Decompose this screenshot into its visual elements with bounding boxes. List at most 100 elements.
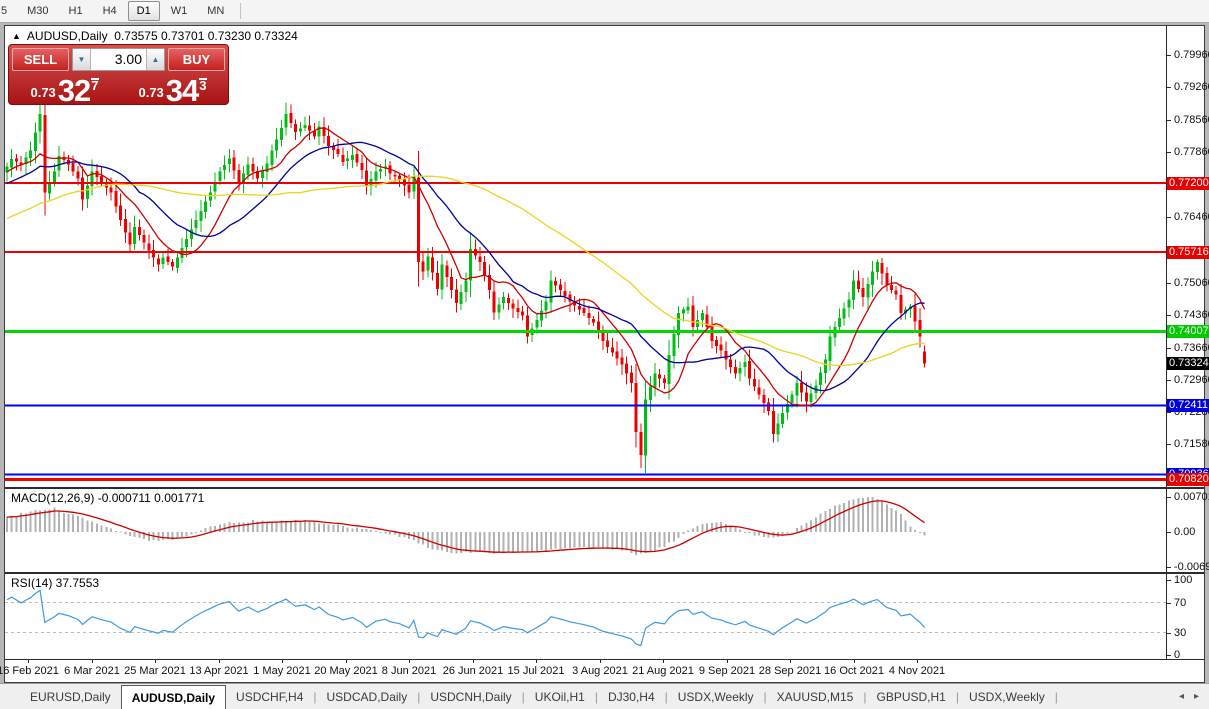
chart-tab-eurusd-daily[interactable]: EURUSD,Daily xyxy=(30,689,111,704)
one-click-trading-panel: SELL ▼ 3.00 ▲ BUY 0.73 32 7 0.73 34 3 xyxy=(8,44,229,108)
date-tick-label: 9 Sep 2021 xyxy=(698,665,756,677)
date-tick-label: 4 Nov 2021 xyxy=(888,665,946,677)
chart-tab-dj30-h4[interactable]: DJ30,H4 xyxy=(607,689,655,704)
date-tick-mark xyxy=(155,659,156,663)
macd-tick-mark xyxy=(1166,567,1171,568)
rsi-tick-label: 0 xyxy=(1174,649,1181,661)
chart-tab-usdchf-h4[interactable]: USDCHF,H4 xyxy=(236,689,304,704)
timeframe-button-5[interactable]: 5 xyxy=(1,5,8,17)
ask-price-prefix: 0.73 xyxy=(138,85,164,100)
rsi-tick-label: 70 xyxy=(1174,597,1187,609)
date-tick-mark xyxy=(600,659,601,663)
toolbar-separator xyxy=(240,3,242,19)
macd-tick-label: 0.00 xyxy=(1174,526,1196,538)
date-tick-mark xyxy=(282,659,283,663)
date-tick-mark xyxy=(409,659,410,663)
macd-tick-label: 0.007015 xyxy=(1174,491,1209,503)
bid-price-prefix: 0.73 xyxy=(30,85,56,100)
chart-tab-xauusd-m15[interactable]: XAUUSD,M15 xyxy=(776,689,854,704)
bid-price-pips: 32 xyxy=(57,73,91,108)
chart-tab-usdx-weekly[interactable]: USDX,Weekly xyxy=(677,689,754,704)
chart-tab-audusd-daily[interactable]: AUDUSD,Daily xyxy=(120,685,227,709)
timeframe-button-d1[interactable]: D1 xyxy=(127,1,160,21)
buy-button[interactable]: BUY xyxy=(168,48,225,71)
date-tick-label: 15 Jul 2021 xyxy=(507,665,565,677)
date-tick-mark xyxy=(854,659,855,663)
tab-separator: | xyxy=(955,689,959,704)
volume-increase-icon[interactable]: ▲ xyxy=(146,49,164,70)
volume-value[interactable]: 3.00 xyxy=(114,51,142,67)
buy-price-button[interactable]: 0.73 34 3 xyxy=(120,73,225,108)
date-tick-mark xyxy=(473,659,474,663)
timeframe-button-m30[interactable]: M30 xyxy=(27,5,49,17)
panel-divider[interactable] xyxy=(5,572,1204,574)
date-tick-mark xyxy=(346,659,347,663)
price-tick-mark xyxy=(1166,412,1171,413)
date-tick-label: 8 Jun 2021 xyxy=(381,665,437,677)
date-tick-mark xyxy=(790,659,791,663)
date-tick-label: 25 Mar 2021 xyxy=(124,665,186,677)
tab-separator: | xyxy=(594,689,598,704)
date-tick-mark xyxy=(727,659,728,663)
date-tick-label: 20 May 2021 xyxy=(314,665,378,677)
date-tick-label: 3 Aug 2021 xyxy=(572,665,628,677)
date-tick-label: 16 Feb 2021 xyxy=(0,665,59,677)
chart-tab-ukoil-h1[interactable]: UKOil,H1 xyxy=(534,689,585,704)
tab-separator: | xyxy=(664,689,668,704)
chart-tab-gbpusd-h1[interactable]: GBPUSD,H1 xyxy=(876,689,946,704)
tab-separator: | xyxy=(1054,689,1058,704)
date-tick-mark xyxy=(663,659,664,663)
date-tick-mark xyxy=(92,659,93,663)
price-tick-mark xyxy=(1166,380,1171,381)
date-tick-label: 16 Oct 2021 xyxy=(824,665,884,677)
panel-divider[interactable] xyxy=(5,487,1204,489)
tab-scroll-right-icon[interactable]: ▸ xyxy=(1193,691,1199,702)
volume-stepper[interactable]: ▼ 3.00 ▲ xyxy=(72,48,165,71)
macd-tick-label: -0.006923 xyxy=(1174,561,1209,573)
price-level-badge: 0.70820 xyxy=(1167,473,1209,486)
macd-panel-canvas[interactable] xyxy=(5,489,1166,572)
macd-tick-mark xyxy=(1166,532,1171,533)
price-tick-mark xyxy=(1166,283,1171,284)
rsi-tick-label: 100 xyxy=(1174,574,1193,586)
price-scale-border xyxy=(1166,26,1167,659)
tab-scroll-left-icon[interactable]: ◂ xyxy=(1178,691,1184,702)
chart-tab-usdx-weekly[interactable]: USDX,Weekly xyxy=(968,689,1045,704)
main-chart-canvas[interactable] xyxy=(5,26,1166,487)
collapse-arrow-icon[interactable]: ▲ xyxy=(12,31,21,41)
volume-decrease-icon[interactable]: ▼ xyxy=(73,49,91,70)
chart-ohlc-values: 0.73575 0.73701 0.73230 0.73324 xyxy=(114,29,298,43)
date-tick-mark xyxy=(219,659,220,663)
rsi-panel-canvas[interactable] xyxy=(5,574,1166,659)
timeframe-button-h1[interactable]: H1 xyxy=(68,5,83,17)
chart-tab-bar: EURUSD,Daily AUDUSD,Daily USDCHF,H4 | USDCAD… xyxy=(0,683,1209,709)
price-tick-mark xyxy=(1166,315,1171,316)
date-tick-label: 13 Apr 2021 xyxy=(189,665,249,677)
chart-symbol-label: AUDUSD,Daily xyxy=(26,29,108,43)
tab-separator: | xyxy=(521,689,525,704)
timeframe-button-w1[interactable]: W1 xyxy=(170,5,188,17)
chart-tab-usdcnh-daily[interactable]: USDCNH,Daily xyxy=(430,689,512,704)
chart-tab-usdcad-daily[interactable]: USDCAD,Daily xyxy=(326,689,408,704)
timeframe-button-h4[interactable]: H4 xyxy=(102,5,117,17)
tab-separator: | xyxy=(763,689,767,704)
rsi-tick-mark xyxy=(1166,603,1171,604)
date-tick-mark xyxy=(917,659,918,663)
price-tick-mark xyxy=(1166,120,1171,121)
rsi-tick-mark xyxy=(1166,580,1171,581)
price-level-badge: 0.75716 xyxy=(1167,246,1209,259)
ask-price-pips: 34 xyxy=(165,73,199,108)
sell-price-button[interactable]: 0.73 32 7 xyxy=(12,73,117,108)
macd-indicator-label: MACD(12,26,9) -0.000711 0.001771 xyxy=(11,491,205,505)
timeframe-button-mn[interactable]: MN xyxy=(207,5,225,17)
sell-button[interactable]: SELL xyxy=(12,48,69,71)
tab-scroll-arrows: ◂ ▸ xyxy=(1179,684,1209,709)
